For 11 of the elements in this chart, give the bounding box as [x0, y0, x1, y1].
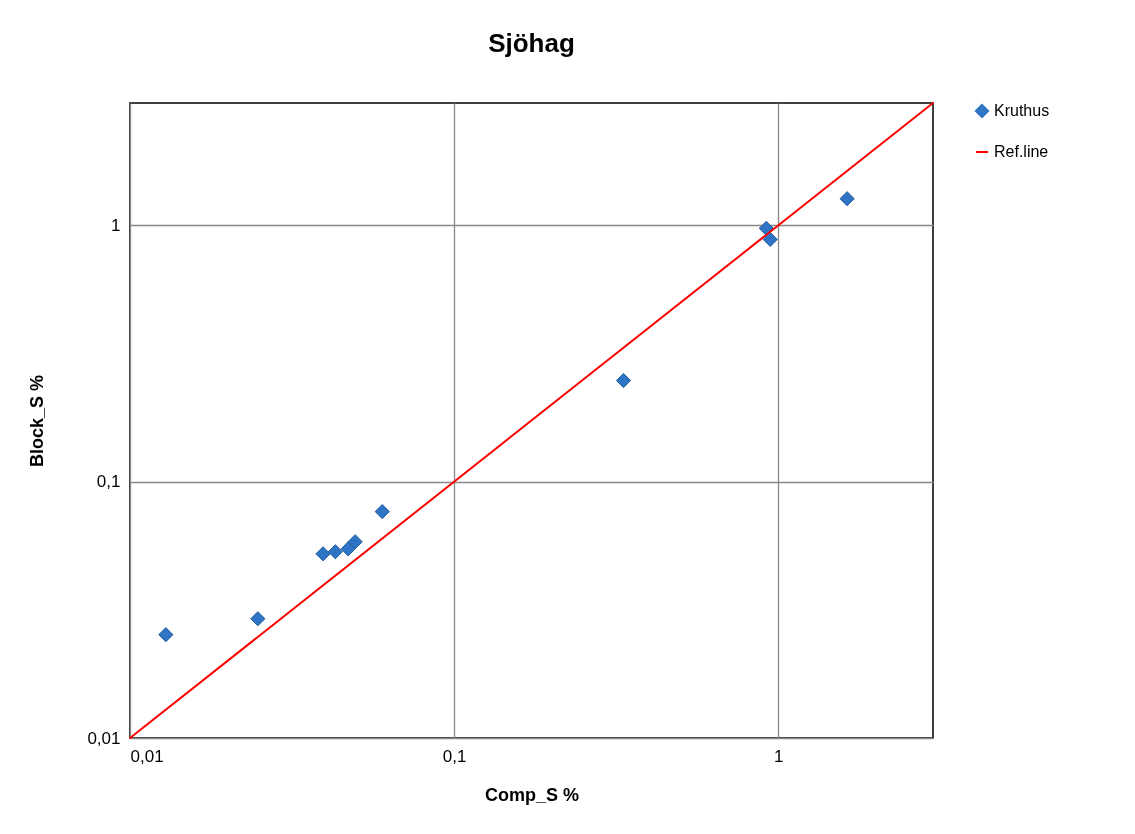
chart-title: Sjöhag	[488, 28, 575, 58]
x-tick-label: 0,1	[442, 746, 467, 766]
y-tick-label: 0,1	[96, 472, 121, 492]
y-tick-label: 0,01	[87, 728, 121, 748]
legend-label: Ref.line	[994, 143, 1049, 160]
legend-label: Kruthus	[994, 102, 1050, 119]
y-tick-label: 1	[111, 215, 121, 235]
x-axis-title: Comp_S %	[484, 784, 580, 805]
x-tick-label: 1	[774, 746, 784, 766]
x-tick-label: 0,01	[130, 746, 164, 766]
y-axis-title: Block_S %	[27, 374, 48, 468]
